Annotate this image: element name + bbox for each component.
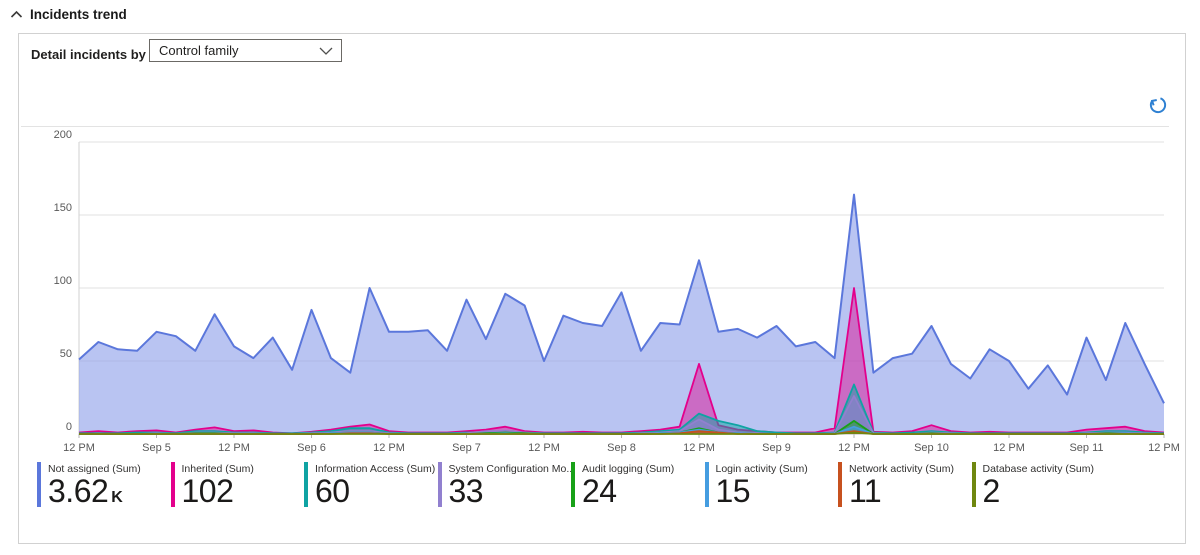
svg-text:150: 150 [54, 202, 72, 214]
svg-text:100: 100 [54, 275, 72, 287]
line-series-database-activity [79, 431, 1164, 435]
legend-color-bar [971, 462, 976, 507]
legend-label: Information Access (Sum) [315, 463, 436, 475]
svg-text:12 PM: 12 PM [683, 442, 715, 454]
legend-color-bar [437, 462, 442, 507]
svg-text:12 PM: 12 PM [993, 442, 1025, 454]
legend-item-system-configuration[interactable]: System Configuration Mo... 33 [437, 462, 572, 508]
svg-text:Sep 9: Sep 9 [762, 442, 791, 454]
section-title: Incidents trend [30, 7, 127, 22]
legend-value-suffix: K [111, 489, 123, 506]
svg-text:12 PM: 12 PM [63, 442, 95, 454]
toolbar-divider [21, 126, 1169, 127]
legend-item-information-access[interactable]: Information Access (Sum) 60 [304, 462, 438, 508]
legend-value: 15 [715, 473, 751, 508]
legend-label: Not assigned (Sum) [48, 463, 141, 475]
legend-value: 33 [448, 473, 484, 508]
legend-color-bar [838, 462, 842, 507]
legend-color-bar [37, 462, 41, 507]
legend-label: Network activity (Sum) [849, 463, 955, 475]
svg-text:12 PM: 12 PM [528, 442, 560, 454]
svg-text:Sep 10: Sep 10 [914, 442, 949, 454]
legend-value: 102 [181, 473, 234, 508]
legend-item-database-activity[interactable]: Database activity (Sum) 2 [971, 462, 1106, 508]
svg-text:200: 200 [54, 129, 72, 141]
chevron-down-icon [319, 42, 333, 60]
reset-zoom-icon[interactable] [1147, 94, 1169, 116]
svg-text:12 PM: 12 PM [838, 442, 870, 454]
dropdown-selected-value: Control family [159, 43, 239, 58]
area-series-not-assigned [79, 194, 1164, 434]
svg-text:12 PM: 12 PM [1148, 442, 1180, 454]
legend-color-bar [170, 462, 175, 507]
svg-text:0: 0 [66, 421, 72, 433]
legend-value: 24 [582, 473, 617, 508]
svg-text:Sep 5: Sep 5 [142, 442, 171, 454]
svg-text:Sep 7: Sep 7 [452, 442, 481, 454]
svg-text:12 PM: 12 PM [373, 442, 405, 454]
svg-text:50: 50 [60, 348, 72, 360]
legend-value: 11 [849, 473, 882, 508]
legend-item-login-activity[interactable]: Login activity (Sum) 15 [704, 462, 839, 508]
section-header: Incidents trend [10, 7, 127, 22]
svg-text:Sep 11: Sep 11 [1069, 442, 1103, 454]
detail-incidents-by-label: Detail incidents by [31, 47, 146, 62]
legend-label: Inherited (Sum) [181, 463, 254, 475]
legend-color-bar [571, 462, 575, 507]
legend-item-inherited[interactable]: Inherited (Sum) 102 [170, 462, 305, 508]
incidents-trend-chart[interactable]: 0 50 100 150 200 12 PM Sep 5 12 PM Sep 6 12 PM Sep… [19, 34, 1187, 458]
legend-label: Audit logging (Sum) [582, 463, 675, 475]
legend-label: Login activity (Sum) [715, 463, 808, 475]
legend-value: 2 [982, 473, 1001, 508]
line-series-not-assigned [78, 193, 1165, 404]
legend-label: Database activity (Sum) [982, 463, 1094, 475]
legend-value: 3.62 K [48, 473, 123, 508]
legend-item-not-assigned[interactable]: Not assigned (Sum) 3.62 K [37, 462, 171, 508]
legend-color-bar [704, 462, 709, 507]
legend-value: 60 [315, 473, 350, 508]
collapse-chevron-icon[interactable] [10, 10, 23, 19]
legend-item-network-activity[interactable]: Network activity (Sum) 11 [838, 462, 972, 508]
legend-color-bar [304, 462, 308, 507]
legend-label: System Configuration Mo... [448, 463, 572, 475]
svg-text:Sep 8: Sep 8 [607, 442, 636, 454]
legend-item-audit-logging[interactable]: Audit logging (Sum) 24 [571, 462, 705, 508]
detail-by-dropdown[interactable]: Control family [149, 39, 342, 62]
svg-text:12 PM: 12 PM [218, 442, 250, 454]
incidents-trend-panel: Detail incidents by Control family 0 50 10… [18, 33, 1186, 544]
chart-legend: Not assigned (Sum) 3.62 K Inherited (Sum) 10… [37, 462, 1105, 508]
svg-text:Sep 6: Sep 6 [297, 442, 326, 454]
